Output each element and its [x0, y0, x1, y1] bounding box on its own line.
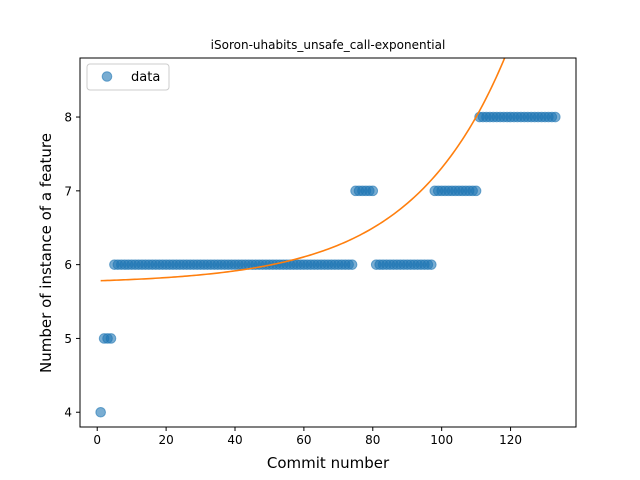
- x-axis-label: Commit number: [267, 454, 390, 472]
- x-tick-label: 120: [499, 433, 522, 447]
- chart-title: iSoron-uhabits_unsafe_call-exponential: [211, 38, 446, 52]
- x-tick-label: 0: [93, 433, 101, 447]
- x-tick-label: 100: [430, 433, 453, 447]
- data-point: [550, 111, 561, 123]
- axes-frame: [79, 57, 577, 428]
- plot-layer: [95, 58, 561, 418]
- data-point: [95, 406, 106, 418]
- y-tick-label: 5: [64, 332, 72, 346]
- y-tick-label: 4: [64, 406, 72, 420]
- fit-line: [100, 58, 506, 282]
- y-tick-label: 8: [64, 111, 72, 125]
- legend-frame: [86, 63, 170, 91]
- legend: data: [86, 63, 170, 91]
- legend-label-data: data: [131, 70, 160, 85]
- data-point: [426, 259, 437, 270]
- x-tick-label: 20: [158, 433, 173, 447]
- x-tick-label: 60: [296, 433, 311, 447]
- data-point: [470, 185, 482, 197]
- y-axis-label: Number of instance of a feature: [37, 133, 55, 373]
- y-tick-label: 6: [64, 258, 72, 272]
- legend-marker-data: [101, 71, 113, 82]
- x-tick-label: 40: [227, 433, 242, 447]
- data-point: [346, 259, 358, 270]
- plot-content: [95, 58, 561, 418]
- y-tick-label: 7: [64, 184, 72, 198]
- data-point: [105, 333, 117, 344]
- data-point: [367, 185, 379, 197]
- x-tick-label: 80: [365, 433, 380, 447]
- axes-layer: 0 20 40 60 80 100 120 4 5 6 7 8: [64, 57, 577, 447]
